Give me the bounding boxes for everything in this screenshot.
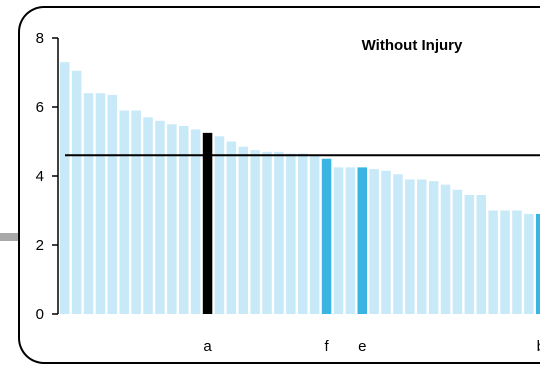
bar-27 xyxy=(369,169,379,314)
bar-36 xyxy=(476,194,486,314)
y-tick-label: 2 xyxy=(36,237,44,254)
y-ticks-group: 0 2 4 6 8 xyxy=(36,30,58,323)
bar-19 xyxy=(274,151,284,314)
bar-2 xyxy=(71,70,82,315)
bar-35 xyxy=(464,194,475,314)
bar-3 xyxy=(83,93,94,314)
bar-7 xyxy=(131,110,141,314)
bars-group xyxy=(60,62,540,315)
bar-9 xyxy=(155,120,165,314)
bar-34 xyxy=(452,189,463,314)
bar-41 xyxy=(536,213,540,314)
x-label-b: b xyxy=(537,338,540,355)
x-label-e: e xyxy=(358,338,366,355)
y-tick-label: 8 xyxy=(36,30,44,47)
bar-18 xyxy=(262,151,272,314)
chart-title: Without Injury xyxy=(362,37,463,54)
x-label-a: a xyxy=(203,338,212,355)
bar-16 xyxy=(238,146,248,314)
bar-11 xyxy=(179,125,189,314)
bar-39 xyxy=(512,210,522,314)
bar-6 xyxy=(119,110,129,314)
bar-20 xyxy=(286,153,296,314)
bar-13 xyxy=(202,132,213,314)
x-label-f: f xyxy=(324,338,329,355)
bar-5 xyxy=(107,94,118,314)
bar-8 xyxy=(143,117,153,314)
bar-25 xyxy=(345,167,356,314)
y-tick-label: 0 xyxy=(36,306,44,323)
bar-14 xyxy=(214,136,225,314)
bar-32 xyxy=(428,181,439,314)
bar-21 xyxy=(298,153,308,314)
bar-30 xyxy=(405,179,415,314)
bar-31 xyxy=(417,179,427,314)
x-labels-group: afebcd xyxy=(203,338,540,355)
edge-tab xyxy=(0,233,18,241)
bar-23 xyxy=(321,158,332,314)
bar-22 xyxy=(309,155,320,314)
bar-40 xyxy=(524,213,534,314)
bar-12 xyxy=(190,129,201,314)
bar-33 xyxy=(440,184,451,314)
y-tick-label: 6 xyxy=(36,99,44,116)
bar-38 xyxy=(500,210,510,314)
bar-4 xyxy=(95,93,106,314)
bar-37 xyxy=(488,210,498,314)
bar-17 xyxy=(250,150,260,314)
bar-29 xyxy=(393,174,403,314)
bar-26 xyxy=(357,167,367,314)
bar-15 xyxy=(226,141,237,314)
y-tick-label: 4 xyxy=(36,168,44,185)
bar-1 xyxy=(60,62,70,315)
bar-28 xyxy=(381,170,391,314)
bar-10 xyxy=(167,124,177,314)
bar-24 xyxy=(333,167,344,314)
